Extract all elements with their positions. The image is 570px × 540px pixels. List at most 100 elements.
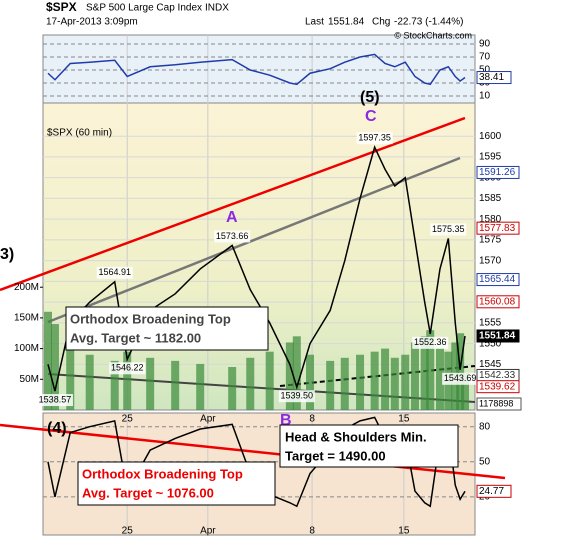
volume-bar xyxy=(356,354,365,410)
oscillator-line xyxy=(47,53,466,86)
y-tick-label: 1545 xyxy=(479,359,502,370)
volume-bar xyxy=(435,348,444,410)
annotation: Avg. Target ~ 1182.00 xyxy=(70,330,201,345)
y-tick-label: 1570 xyxy=(479,255,502,266)
y-tick-label: 10 xyxy=(479,91,491,102)
volume-bar xyxy=(285,342,294,410)
annotation-box xyxy=(77,461,276,506)
y-tick-label: 50 xyxy=(479,456,491,467)
x-tick-label: Apr xyxy=(200,526,216,537)
indicator-label-box xyxy=(476,380,520,394)
annotation: Orthodox Broadening Top xyxy=(70,311,231,326)
volume-bar xyxy=(306,354,315,410)
volume-current: 1178898 xyxy=(479,398,513,408)
index-name: S&P 500 Large Cap Index xyxy=(86,3,202,14)
volume-bar xyxy=(461,373,469,410)
x-tick-label: 25 xyxy=(122,526,134,537)
panel-label: $SPX (60 min) xyxy=(47,128,112,139)
volume-tick-label: 50M xyxy=(20,374,39,385)
y-tick-label: 90 xyxy=(479,39,491,50)
indicator-label-box xyxy=(476,329,520,343)
copyright: © StockCharts.com xyxy=(394,30,472,40)
value-label: 1546.22 xyxy=(111,363,144,373)
volume-tick-label: 150M xyxy=(14,313,39,324)
x-tick-label: Apr xyxy=(200,414,216,425)
trendline xyxy=(0,116,466,292)
last-value-label: 24.77 xyxy=(479,486,504,497)
volume-bar xyxy=(370,351,379,410)
trendline xyxy=(0,423,506,480)
volume-bar xyxy=(228,367,237,410)
value-box xyxy=(476,397,522,411)
y-tick-label: 1550 xyxy=(479,338,502,349)
y-tick-label: 1600 xyxy=(479,131,502,142)
volume-bar xyxy=(390,357,399,410)
annotation: Head & Shoulders Min. xyxy=(285,429,427,444)
y-tick-label: 1585 xyxy=(479,193,502,204)
annotation-box xyxy=(65,306,269,351)
volume-bar xyxy=(123,351,132,410)
last-value: 1551.84 xyxy=(328,17,365,28)
indicator-label: 1560.08 xyxy=(479,296,516,307)
value-label-box xyxy=(442,372,479,385)
last-label: Last xyxy=(305,17,324,28)
volume-tick-label: 100M xyxy=(14,343,39,354)
volume-bar xyxy=(292,336,301,410)
volume-bar xyxy=(420,336,429,410)
value-box xyxy=(476,484,512,498)
last-value-label: 38.41 xyxy=(479,72,504,83)
indicator-label: 1565.44 xyxy=(479,274,516,285)
volume-bar xyxy=(246,357,255,410)
indicator-label: 1551.84 xyxy=(479,331,516,342)
annotation: Orthodox Broadening Top xyxy=(82,466,243,481)
value-label-box xyxy=(214,230,251,243)
symbol: $SPX xyxy=(46,0,77,14)
chg-label: Chg xyxy=(372,17,390,28)
rsi-top-panel xyxy=(42,34,476,104)
volume-bar xyxy=(50,324,59,410)
value-label-box xyxy=(109,362,146,375)
volume-bar xyxy=(326,360,335,410)
value-label: 1597.35 xyxy=(358,133,391,143)
y-tick-label: 1555 xyxy=(479,318,502,329)
indicator-label: 1591.26 xyxy=(479,167,516,178)
wave-label: A xyxy=(226,209,238,226)
volume-tick-label: 200M xyxy=(14,282,39,293)
volume-bar xyxy=(66,342,75,410)
value-label: 1543.69 xyxy=(444,373,477,383)
indicator-label: 1577.83 xyxy=(479,223,516,234)
volume-bar xyxy=(410,342,419,410)
value-label-box xyxy=(412,336,449,349)
value-label: 1538.57 xyxy=(39,394,72,404)
value-label: 1539.50 xyxy=(281,391,314,401)
wave-label: C xyxy=(365,108,377,125)
volume-bar xyxy=(401,354,410,410)
y-tick-label: 1575 xyxy=(479,235,502,246)
y-tick-label: 50 xyxy=(479,65,491,76)
indicator-label-box xyxy=(476,221,520,235)
x-tick-label: 15 xyxy=(398,526,410,537)
volume-bar xyxy=(146,357,155,410)
indicator-label-box xyxy=(476,165,520,179)
volume-bar xyxy=(196,363,205,410)
wave-label: 3) xyxy=(0,246,14,263)
value-label: 1564.91 xyxy=(98,267,131,277)
date: 17-Apr-2013 3:09pm xyxy=(46,17,138,28)
y-tick-label: 1595 xyxy=(479,152,502,163)
annotation-box xyxy=(279,424,459,468)
value-label-box xyxy=(356,132,393,145)
wave-label: (5) xyxy=(360,89,380,106)
y-tick-label: 70 xyxy=(479,52,491,63)
value-label: 1573.66 xyxy=(216,231,249,241)
value-label-box xyxy=(96,266,133,279)
volume-bar xyxy=(426,330,435,410)
y-tick-label: 1580 xyxy=(479,214,502,225)
wave-label: B xyxy=(280,412,292,429)
volume-bar xyxy=(171,360,180,410)
y-tick-label: 80 xyxy=(479,421,491,432)
x-tick-label: 25 xyxy=(122,414,134,425)
x-tick-label: 15 xyxy=(398,414,410,425)
value-label-box xyxy=(430,223,467,236)
volume-bar xyxy=(456,333,465,410)
